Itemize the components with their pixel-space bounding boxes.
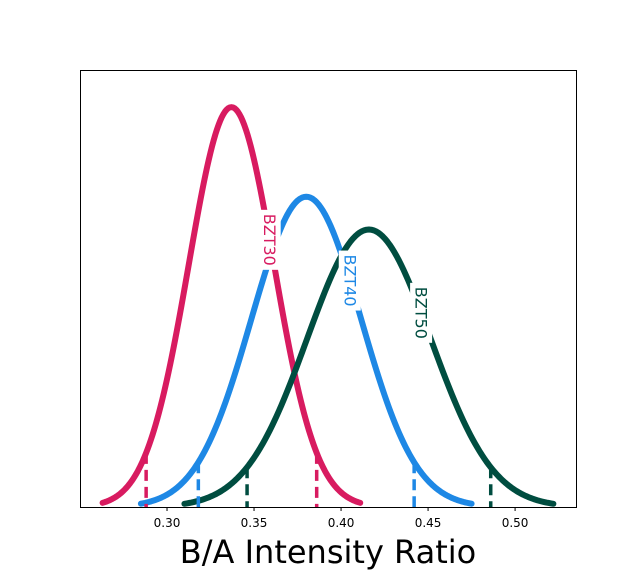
series-label-text-bzt30: BZT30 <box>260 214 279 266</box>
curve-labels-layer: BZT30 BZT40 BZT50 <box>258 209 433 343</box>
x-tick-label: 0.40 <box>328 516 355 530</box>
x-tick-label: 0.30 <box>154 516 181 530</box>
markers-layer <box>144 452 493 507</box>
x-axis: 0.30 0.35 0.40 0.45 0.50 <box>154 507 529 530</box>
x-axis-title: B/A Intensity Ratio <box>180 533 476 571</box>
series-label-bg-bzt30 <box>258 209 281 270</box>
x-tick-label: 0.35 <box>241 516 268 530</box>
series-label-bzt40: BZT40 <box>338 250 361 311</box>
series-label-text-bzt50: BZT50 <box>412 287 431 339</box>
series-label-bg-bzt40 <box>338 250 361 311</box>
series-line-bzt40 <box>137 193 475 507</box>
series-label-bzt50: BZT50 <box>410 282 433 343</box>
series-label-bzt30: BZT30 <box>258 209 281 270</box>
series-label-bg-bzt50 <box>410 282 433 343</box>
x-tick-label: 0.45 <box>415 516 442 530</box>
x-tick-label: 0.50 <box>502 516 529 530</box>
series-label-text-bzt40: BZT40 <box>340 255 359 307</box>
